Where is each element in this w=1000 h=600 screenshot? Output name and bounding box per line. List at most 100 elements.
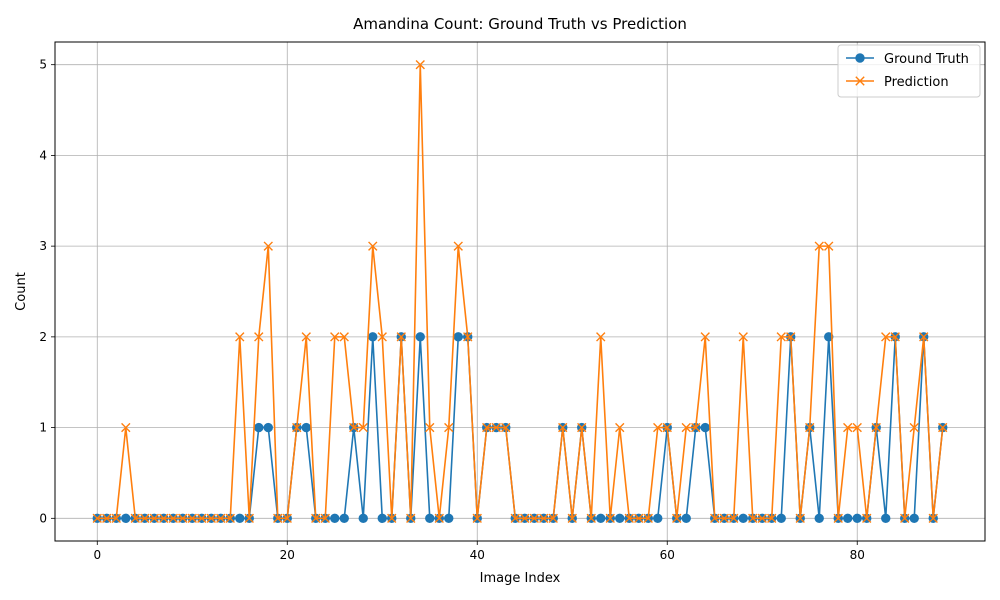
series-prediction [92, 59, 948, 524]
data-point [140, 513, 150, 524]
data-point [548, 513, 558, 524]
data-point [121, 422, 131, 433]
data-point [149, 513, 159, 524]
data-point [729, 513, 739, 524]
data-point [653, 422, 663, 433]
data-point [482, 422, 492, 433]
x-tick-label: 20 [280, 548, 295, 562]
data-point [273, 513, 283, 524]
data-point [833, 513, 843, 524]
data-point [529, 513, 539, 524]
data-point [928, 513, 938, 524]
data-point [881, 513, 891, 524]
data-point [501, 422, 511, 433]
grid-lines [55, 42, 985, 541]
data-point [349, 422, 359, 433]
data-point [577, 422, 587, 433]
data-point [301, 422, 311, 433]
data-point [159, 513, 169, 524]
data-point [178, 513, 188, 524]
data-point [843, 513, 853, 524]
data-point [814, 241, 824, 251]
data-point [757, 513, 767, 524]
data-point [510, 513, 520, 524]
data-point [425, 513, 435, 524]
data-point [444, 513, 454, 524]
data-point [368, 332, 378, 342]
x-tick-label: 40 [470, 548, 485, 562]
data-point [643, 513, 653, 524]
data-point [301, 332, 311, 342]
data-point [235, 332, 245, 342]
data-point [396, 332, 406, 342]
data-point [615, 513, 625, 524]
data-point [776, 332, 786, 342]
data-point [672, 513, 682, 524]
data-point [377, 332, 387, 342]
data-point [225, 513, 235, 524]
data-point [292, 422, 302, 433]
data-point [852, 513, 862, 524]
data-point [738, 513, 748, 524]
data-point [881, 332, 891, 342]
data-point [206, 513, 216, 524]
data-point [786, 332, 796, 342]
data-point [368, 241, 378, 251]
axis-ticks: 0 20 40 60 80 0 1 2 3 4 5 [39, 58, 865, 562]
data-point [710, 513, 720, 524]
data-point [453, 332, 463, 342]
data-point [681, 513, 691, 524]
data-point [330, 513, 340, 524]
data-point [681, 422, 691, 433]
data-point [814, 513, 824, 524]
legend-label: Prediction [884, 75, 949, 90]
data-point [795, 513, 805, 524]
legend-item: Ground Truth [846, 52, 969, 67]
data-point [919, 332, 929, 342]
y-tick-label: 1 [39, 421, 47, 435]
data-point [472, 513, 482, 524]
series-line [97, 63, 944, 520]
data-point [92, 513, 102, 524]
data-point [121, 513, 131, 524]
data-point [339, 513, 349, 524]
data-point [539, 513, 549, 524]
data-point [624, 513, 634, 524]
legend-marker [855, 76, 865, 86]
data-point [254, 332, 264, 342]
data-point [691, 422, 701, 433]
y-tick-label: 2 [39, 330, 47, 344]
data-point [824, 332, 834, 342]
legend-item: Prediction [846, 75, 949, 90]
data-point [567, 513, 577, 524]
data-point [596, 332, 606, 342]
data-point [102, 513, 112, 524]
data-point [909, 513, 919, 524]
data-point [377, 513, 387, 524]
data-point [339, 332, 349, 342]
data-point [700, 332, 710, 342]
data-point [197, 513, 207, 524]
y-tick-label: 4 [39, 148, 47, 162]
data-point [738, 332, 748, 342]
data-point [605, 513, 615, 524]
data-point [406, 513, 416, 524]
data-point [263, 422, 273, 433]
data-point [900, 513, 910, 524]
data-point [311, 513, 321, 524]
data-point [444, 422, 454, 433]
data-point [453, 241, 463, 251]
y-tick-label: 5 [39, 58, 47, 72]
data-point [187, 513, 197, 524]
data-point [852, 422, 862, 433]
data-point [843, 422, 853, 433]
y-tick-label: 0 [39, 511, 47, 525]
data-point [615, 422, 625, 433]
data-point [263, 241, 273, 251]
data-point [463, 332, 473, 342]
data-point [890, 332, 900, 342]
data-point [719, 513, 729, 524]
data-point [862, 513, 872, 524]
